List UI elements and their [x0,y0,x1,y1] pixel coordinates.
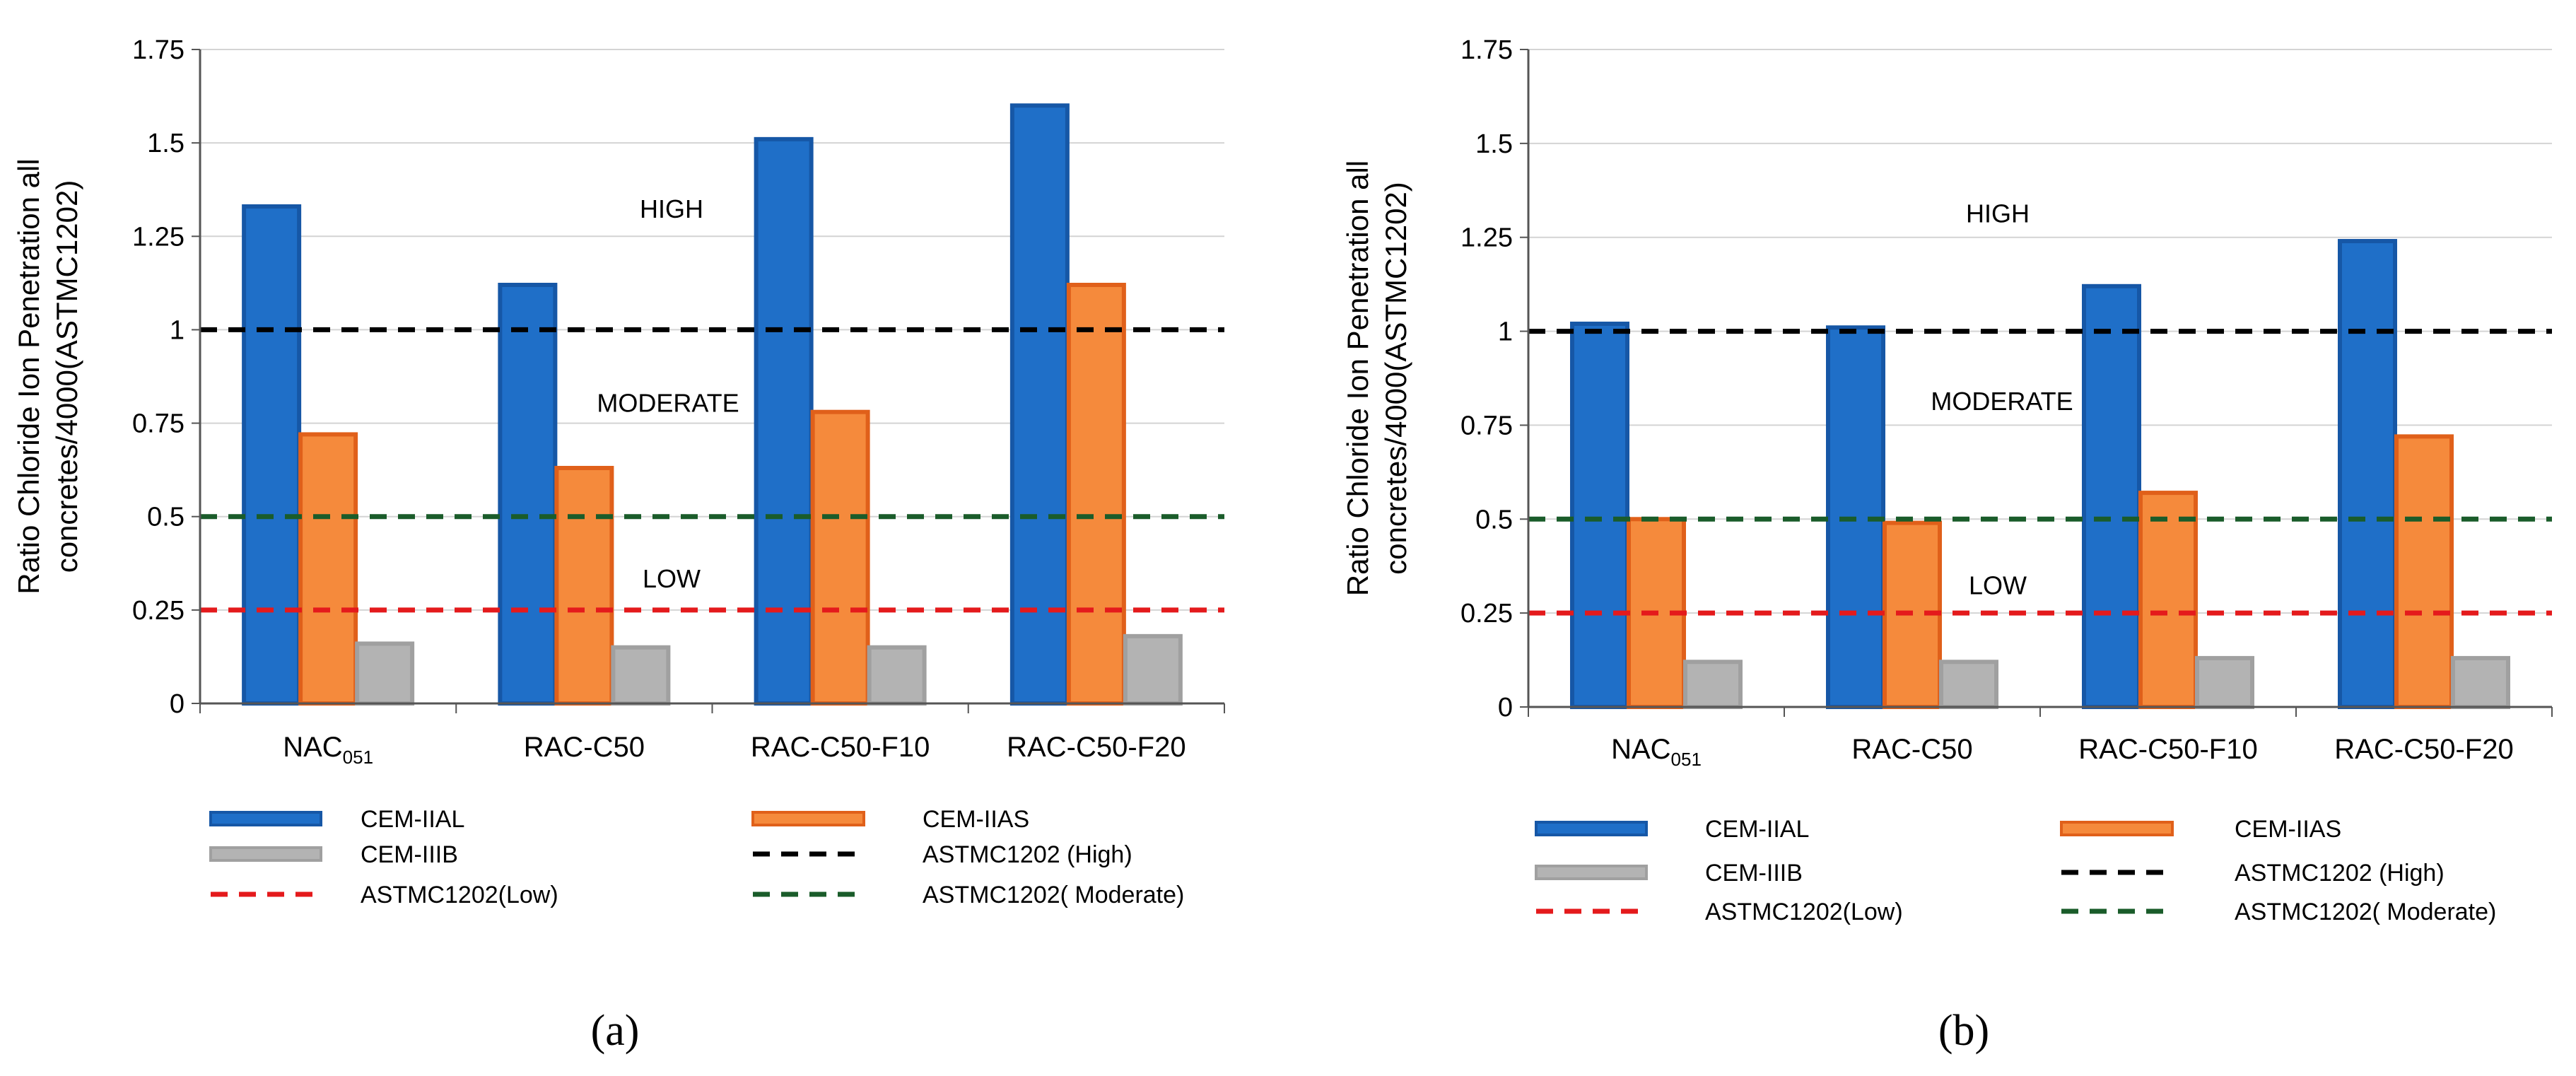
bar [810,409,870,706]
bar [498,283,558,706]
bar [754,136,814,706]
bar [1009,103,1070,706]
y-tick-label: 1.5 [147,129,185,158]
bar [2138,491,2198,709]
chart-panel-b: 0 0.25 0.5 0.75 1 1.25 1.5 1.75 Ratio Chloride I… [1341,35,2553,1055]
y-tick-label: 1.25 [132,222,185,252]
y-tick-label: 0.5 [147,503,185,532]
category-label: NAC051 [283,732,373,768]
bar [554,466,614,706]
y-tick-label: 1.75 [1460,35,1513,65]
y-tick-label: 0.75 [1460,411,1513,440]
y-tick-label: 1 [170,315,185,345]
bar [242,204,302,706]
y-tick-label: 0.25 [132,596,185,626]
legend-label: ASTMC1202 (High) [923,841,1132,868]
legend-label: CEM-IIAL [361,806,464,833]
zone-label: HIGH [1966,199,2030,228]
bar [355,641,415,706]
y-tick-label: 0 [170,689,185,719]
bar [1683,660,1743,710]
legend-label: CEM-IIIB [361,841,458,868]
category-label: RAC-C50-F10 [2078,734,2257,765]
chart-panel-a: 0 0.25 0.5 0.75 1 1.25 1.5 1.75 Ratio Chloride I… [12,35,1225,1055]
legend-label: ASTMC1202( Moderate) [2235,899,2496,925]
legend-label: CEM-IIIB [1705,860,1803,887]
y-tick-label: 0.75 [132,409,185,439]
y-axis-label: concretes/4000(ASTMC1202) [1379,182,1412,575]
y-axis-label: Ratio Chloride Ion Penetration all [1341,160,1374,596]
y-tick-label: 1.5 [1475,129,1513,159]
bar [2338,239,2397,709]
bar [2451,655,2510,710]
y-axis-label: Ratio Chloride Ion Penetration all [12,158,45,594]
bar [611,645,671,706]
y-tick-label: 0 [1498,693,1513,723]
bar [867,645,927,706]
zone-label: HIGH [640,194,703,223]
legend-label: ASTMC1202 (High) [2235,860,2445,887]
legend-label: CEM-IIAL [1705,816,1809,843]
y-tick-label: 1 [1498,317,1513,347]
legend-swatch [1535,821,1648,836]
y-tick-label: 1.75 [132,35,185,65]
zone-label: LOW [643,564,701,593]
bar [2082,283,2141,709]
category-label: RAC-C50-F20 [1007,732,1185,763]
zone-label: LOW [1969,571,2027,600]
legend-swatch [2060,821,2174,836]
legend-swatch [209,811,322,826]
y-axis-label: concretes/4000(ASTMC1202) [50,180,83,573]
y-tick-label: 1.25 [1460,223,1513,253]
legend-label: CEM-IIAS [923,806,1029,833]
bar [1123,633,1183,706]
legend-label: ASTMC1202(Low) [361,882,558,908]
category-label: RAC-C50-F10 [751,732,930,763]
bar [1939,660,1998,710]
category-label: RAC-C50-F20 [2334,734,2513,765]
legend-label: ASTMC1202(Low) [1705,899,1903,925]
panel-label: (a) [591,1007,640,1055]
bar [2394,434,2454,709]
legend-swatch [1535,865,1648,880]
bar [1066,283,1126,706]
legend-swatch [751,811,865,826]
y-tick-label: 0.25 [1460,599,1513,628]
bar [2195,655,2254,710]
bar [1570,321,1629,709]
category-label: RAC-C50 [1851,734,1972,765]
legend-label: ASTMC1202( Moderate) [923,882,1184,908]
category-label: RAC-C50 [524,732,645,763]
category-label: NAC051 [1611,734,1702,770]
zone-label: MODERATE [1931,387,2073,416]
legend-swatch [209,846,322,862]
y-tick-label: 0.5 [1475,505,1513,534]
zone-label: MODERATE [597,389,739,418]
bar [298,432,358,706]
legend-label: CEM-IIAS [2235,816,2341,843]
panel-label: (b) [1938,1007,1989,1055]
